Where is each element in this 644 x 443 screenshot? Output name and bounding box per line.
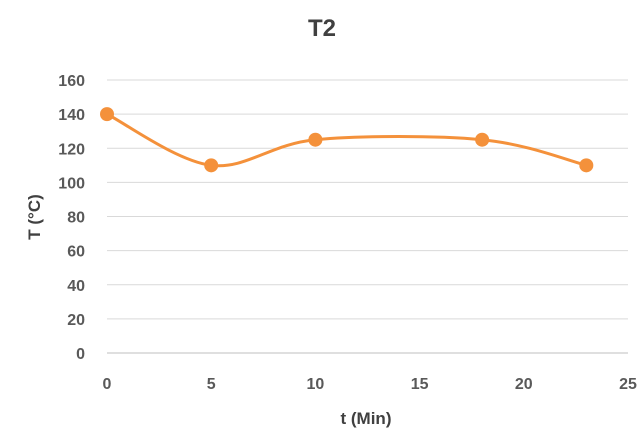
data-point [100, 107, 114, 122]
y-tick-label: 20 [67, 312, 85, 329]
data-point [579, 158, 594, 173]
data-point [475, 132, 490, 147]
data-point [204, 158, 219, 173]
y-tick-labels: 0 20 40 60 80 100 120 140 160 [58, 73, 85, 363]
x-tick-label: 25 [619, 376, 637, 393]
x-tick-label: 15 [411, 376, 429, 393]
chart-title: T2 [308, 15, 336, 42]
x-tick-labels: 0 5 10 15 20 25 [103, 376, 637, 393]
gridlines [107, 79, 628, 320]
y-axis-title: T (°C) [25, 194, 44, 240]
series-lines [105, 112, 588, 168]
x-axis-title: t (Min) [341, 409, 392, 428]
data-point [308, 132, 323, 147]
y-tick-label: 140 [58, 107, 85, 124]
x-tick-label: 0 [103, 376, 112, 393]
x-tick-label: 5 [207, 376, 216, 393]
y-tick-label: 120 [58, 141, 85, 158]
y-tick-label: 100 [58, 175, 85, 192]
y-tick-label: 60 [67, 244, 85, 261]
data-points [100, 107, 594, 173]
x-tick-label: 10 [307, 376, 325, 393]
y-tick-label: 80 [67, 210, 85, 227]
y-tick-label: 0 [76, 346, 85, 363]
x-tick-label: 20 [515, 376, 533, 393]
series-line-0 [105, 112, 588, 168]
y-tick-label: 40 [67, 278, 85, 295]
y-tick-label: 160 [58, 73, 85, 90]
